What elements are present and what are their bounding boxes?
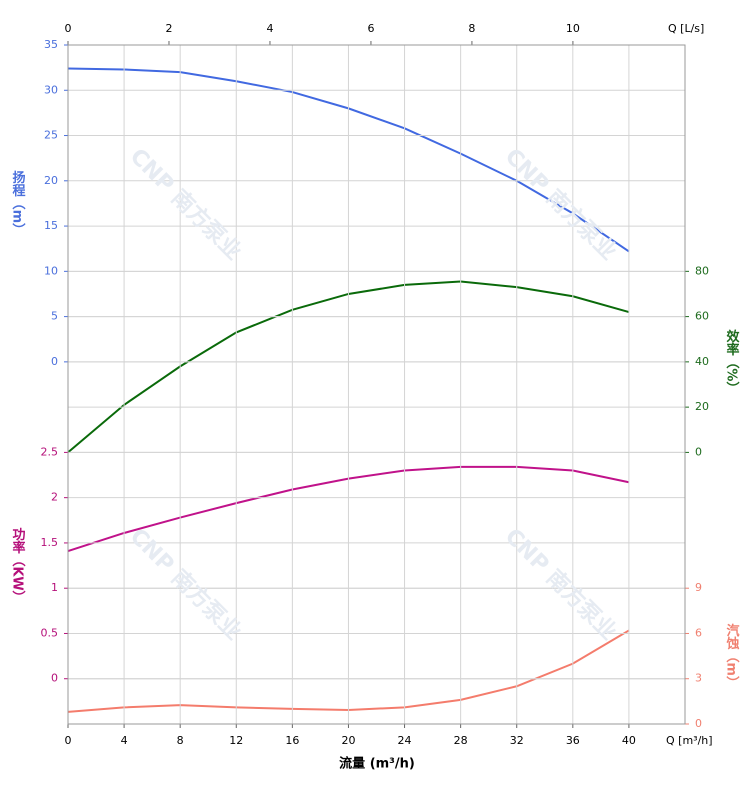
y-tick-label: 0 [51,355,58,368]
x2-tick-label: 6 [367,22,374,35]
x2-tick-label: 0 [65,22,72,35]
y-tick-label: 2.5 [41,445,59,458]
y-tick-label: 0 [695,717,702,730]
x2-tick-label: 4 [266,22,273,35]
y-tick-label: 0 [51,672,58,685]
x2-tick-label: 2 [165,22,172,35]
x-tick-label: 24 [398,734,412,747]
watermark: CNP 南方泵业 [125,143,247,265]
y-tick-label: 30 [44,83,58,96]
x-tick-label: 40 [622,734,636,747]
y-tick-label: 20 [44,174,58,187]
x-tick-label: 16 [285,734,299,747]
y-tick-label: 60 [695,310,709,323]
y-axis-title: 效率（%） [724,329,741,395]
plot-frame [67,44,686,725]
y-tick-label: 40 [695,355,709,368]
x-tick-label: 0 [65,734,72,747]
x-tick-label: 28 [454,734,468,747]
x-tick-label: 4 [121,734,128,747]
y-axis-title: 功率（KW） [10,527,27,603]
x-tick-label: 12 [229,734,243,747]
y-tick-label: 1 [51,581,58,594]
x2-tick-label: 8 [468,22,475,35]
y-tick-label: 0 [695,445,702,458]
watermark: CNP 南方泵业 [500,143,622,265]
y-tick-label: 35 [44,38,58,51]
y-tick-label: 3 [695,672,702,685]
y-tick-label: 15 [44,219,58,232]
x-tick-label: 32 [510,734,524,747]
y-tick-label: 80 [695,264,709,277]
y-tick-label: 20 [695,400,709,413]
x2-unit: Q [L/s] [668,22,704,35]
y-tick-label: 0.5 [41,626,59,639]
y-tick-label: 25 [44,129,58,142]
y-tick-label: 5 [51,310,58,323]
y-tick-label: 2 [51,491,58,504]
y-axis-title: 扬程（m） [10,170,27,236]
y-tick-label: 10 [44,264,58,277]
x-tick-label: 8 [177,734,184,747]
y-axis-title: 汽蚀（m） [724,623,741,689]
y-tick-label: 6 [695,626,702,639]
y-tick-label: 1.5 [41,536,59,549]
y-tick-label: 9 [695,581,702,594]
x-tick-label: 36 [566,734,580,747]
x2-tick-label: 10 [566,22,580,35]
x-tick-label: 20 [341,734,355,747]
watermark: CNP 南方泵业 [125,523,247,645]
x-axis-title: 流量 (m³/h) [339,756,415,772]
x-unit: Q [m³/h] [666,734,713,747]
watermark: CNP 南方泵业 [500,523,622,645]
